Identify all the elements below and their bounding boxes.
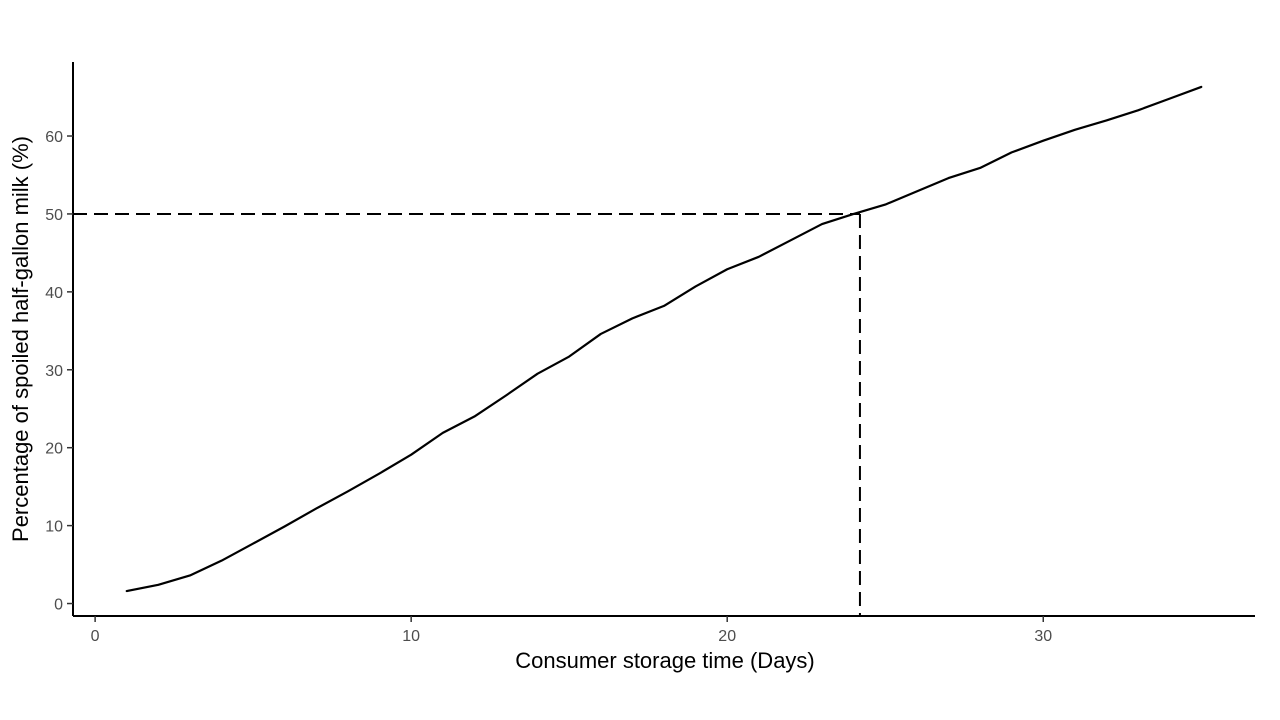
y-tick-label: 20 <box>45 441 63 458</box>
y-tick-label: 60 <box>45 129 63 146</box>
x-tick-label: 10 <box>402 628 420 645</box>
x-tick-label: 0 <box>91 628 100 645</box>
y-tick-label: 30 <box>45 363 63 380</box>
axes <box>72 62 1255 617</box>
x-tick-label: 30 <box>1034 628 1052 645</box>
series-line <box>125 85 1203 593</box>
y-axis-title: Percentage of spoiled half-gallon milk (… <box>8 136 33 542</box>
y-axis-ticks: 0 10 20 30 40 50 60 <box>45 129 73 614</box>
reference-lines <box>73 212 861 616</box>
x-axis-title: Consumer storage time (Days) <box>515 648 815 673</box>
y-tick-label: 10 <box>45 519 63 536</box>
y-tick-label: 50 <box>45 207 63 224</box>
y-tick-label: 40 <box>45 285 63 302</box>
x-tick-label: 20 <box>718 628 736 645</box>
series-layer <box>125 85 1203 593</box>
y-tick-label: 0 <box>54 597 63 614</box>
x-axis-ticks: 0 10 20 30 <box>91 616 1052 645</box>
